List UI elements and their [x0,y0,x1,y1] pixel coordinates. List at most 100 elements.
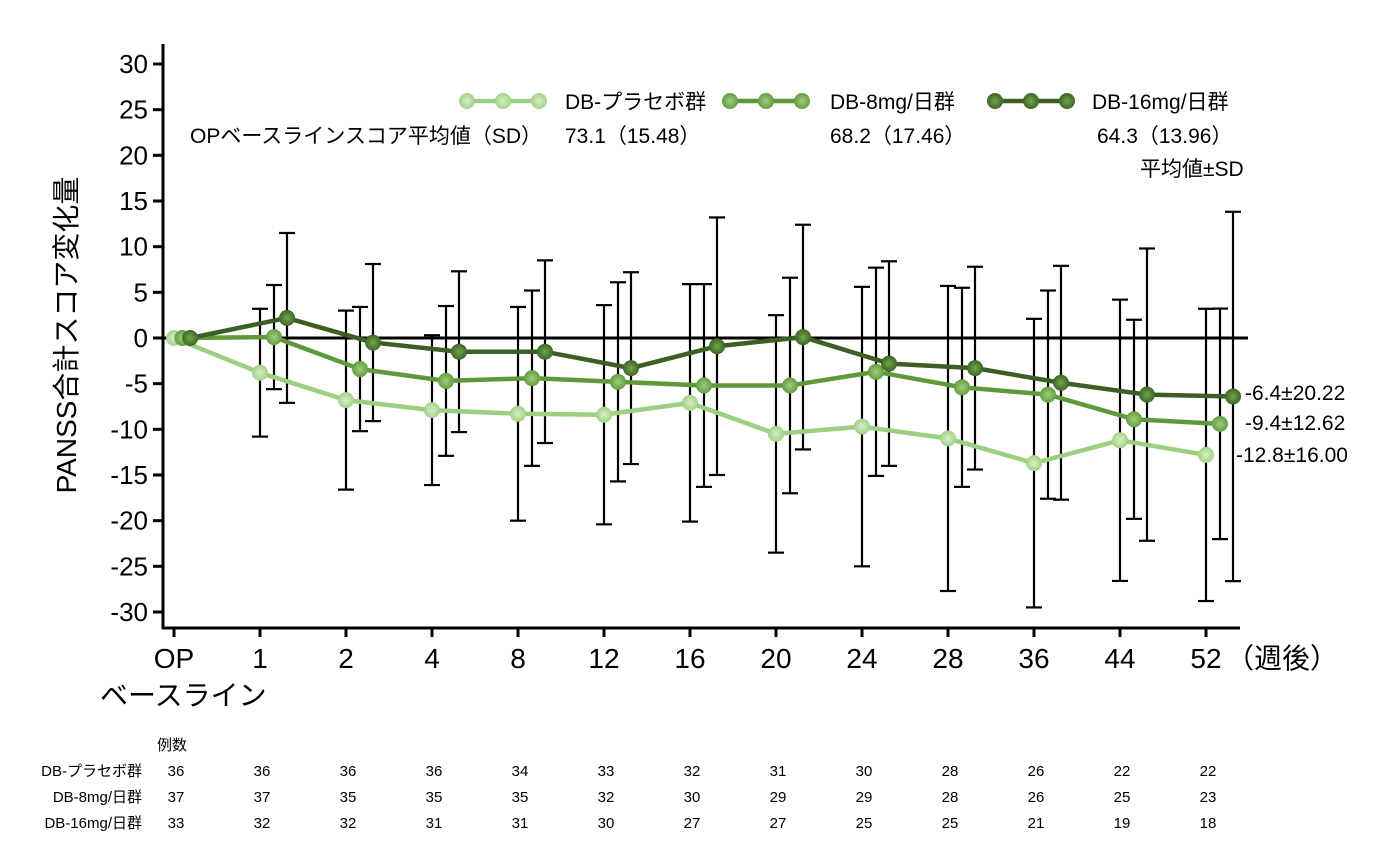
x-tick-label: 2 [338,643,354,674]
data-point [524,370,540,387]
data-point [868,363,884,380]
x-tick-label: 1 [252,643,268,674]
n-cell: 22 [1114,763,1131,780]
x-tick-label: 36 [1018,643,1049,674]
data-point [1212,415,1228,432]
n-cell: 28 [942,789,959,806]
data-point [782,377,798,394]
n-cell: 32 [684,763,701,780]
legend-item: DB-プラセボ群 [459,91,706,114]
data-point [1026,455,1042,472]
n-cell: 37 [168,789,185,806]
n-cell: 29 [770,789,787,806]
n-cell: 26 [1028,763,1045,780]
data-point [352,361,368,378]
baseline-value: 73.1（15.48） [565,125,700,148]
n-cell: 21 [1028,815,1045,832]
x-tick-label: 24 [846,643,877,674]
x-tick-label: 12 [588,643,619,674]
n-cell: 22 [1200,763,1217,780]
data-point [451,343,467,360]
op-baseline-label: ベースライン [100,680,267,711]
n-header: 例数 [157,737,187,754]
data-point [682,394,698,411]
n-cell: 37 [254,789,271,806]
data-point [967,360,983,377]
legend-label: DB-8mg/日群 [830,91,955,114]
data-point [696,377,712,394]
x-tick-label: 4 [424,643,440,674]
data-point [1198,446,1214,463]
n-cell: 25 [942,815,959,832]
data-point [338,392,354,409]
n-cell: 28 [942,763,959,780]
x-tick-label: 20 [760,643,791,674]
n-cell: 25 [1114,789,1131,806]
y-tick-label: 0 [134,323,148,353]
n-cell: 25 [856,815,873,832]
n-row-label: DB-プラセボ群 [41,763,142,780]
sd-note: 平均値±SD [1140,158,1244,181]
data-point [881,355,897,372]
n-cell: 35 [512,789,529,806]
data-point [795,329,811,346]
y-tick-label: 20 [119,140,148,170]
n-cell: 23 [1200,789,1217,806]
n-cell: 32 [254,815,271,832]
y-tick-label: -10 [110,414,148,444]
x-tick-label: OP [154,643,194,674]
y-tick-label: -25 [110,551,148,581]
n-cell: 31 [426,815,443,832]
x-tick-label: 44 [1104,643,1135,674]
end-value-label: -9.4±12.62 [1245,412,1345,435]
n-row-label: DB-8mg/日群 [53,789,142,806]
n-cell: 29 [856,789,873,806]
n-cell: 32 [598,789,615,806]
n-cell: 35 [426,789,443,806]
n-cell: 31 [512,815,529,832]
data-point [252,364,268,381]
y-axis-label: PANSS合計スコア変化量 [51,177,82,494]
n-cell: 35 [340,789,357,806]
n-cell: 33 [168,815,185,832]
n-cell: 26 [1028,789,1045,806]
data-point [623,360,639,377]
n-cell: 30 [598,815,615,832]
legend-item: DB-8mg/日群 [722,91,955,114]
x-unit-label: （週後） [1226,643,1338,674]
n-cell: 27 [770,815,787,832]
n-cell: 34 [512,763,529,780]
data-point [365,334,381,351]
y-tick-label: -5 [125,369,148,399]
data-point [182,330,199,346]
y-tick-label: -15 [110,460,148,490]
end-value-label: -6.4±20.22 [1245,382,1345,405]
data-point [709,338,725,355]
data-point [1139,386,1155,403]
n-cell: 19 [1114,815,1131,832]
x-tick-label: 16 [674,643,705,674]
baseline-value: 64.3（13.96） [1097,125,1232,148]
n-cell: 18 [1200,815,1217,832]
y-tick-label: 25 [119,95,148,125]
n-cell: 31 [770,763,787,780]
data-point [940,430,956,447]
n-cell: 30 [684,789,701,806]
n-cell: 33 [598,763,615,780]
y-tick-label: 30 [119,49,148,79]
x-tick-label: 28 [932,643,963,674]
data-point [1053,374,1069,391]
data-point [279,309,295,326]
baseline-caption: OPベースラインスコア平均値（SD） [190,125,542,148]
n-cell: 36 [340,763,357,780]
y-tick-label: 15 [119,186,148,216]
x-tick-label: 8 [510,643,526,674]
y-tick-label: 10 [119,232,148,262]
n-cell: 27 [684,815,701,832]
data-point [610,373,626,390]
data-point [510,405,526,422]
data-point [1040,386,1056,403]
y-tick-label: -20 [110,506,148,536]
data-point [1126,411,1142,428]
data-point [266,329,282,346]
